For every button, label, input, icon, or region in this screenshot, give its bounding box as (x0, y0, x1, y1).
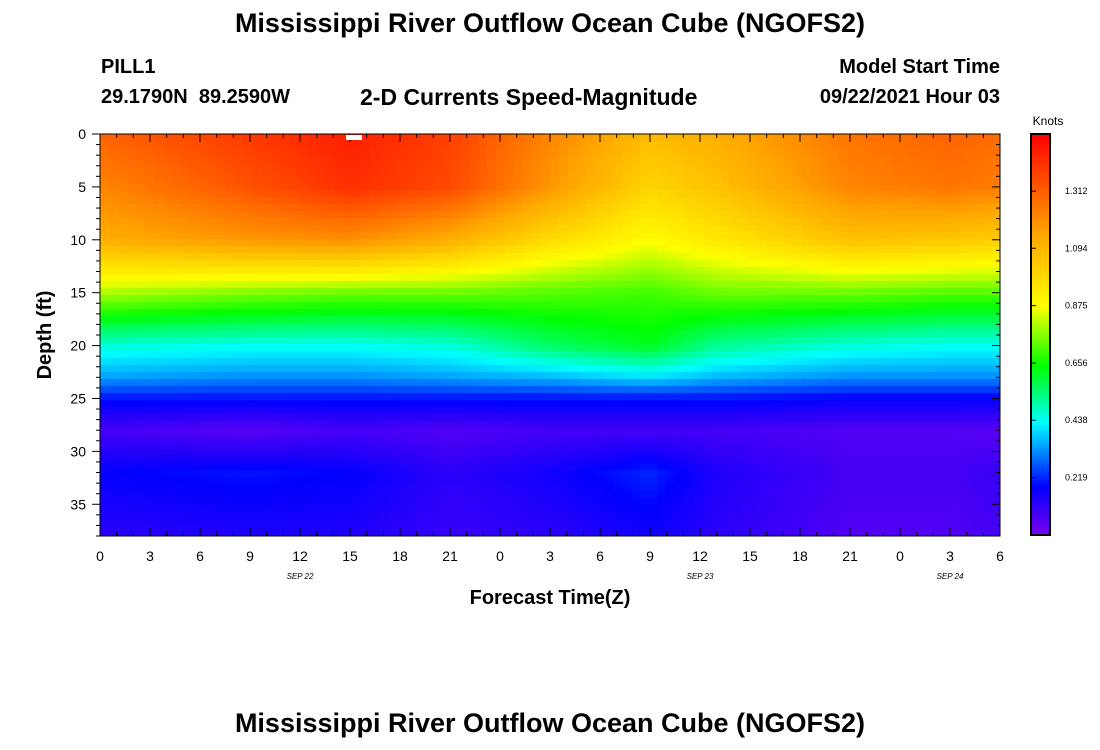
x-tick-label: 3 (946, 548, 954, 564)
x-tick-label: 6 (196, 548, 204, 564)
colorbar-gradient (1030, 133, 1051, 536)
y-tick-label: 5 (78, 179, 86, 195)
x-tick-label: 3 (546, 548, 554, 564)
colorbar-tick-label: 0.875 (1065, 301, 1088, 311)
colorbar-tick-label: 0.438 (1065, 415, 1088, 425)
colorbar-tick-label: 1.312 (1065, 186, 1088, 196)
x-tick-label: 0 (896, 548, 904, 564)
footer-title: Mississippi River Outflow Ocean Cube (NG… (234, 708, 866, 738)
y-tick-label: 0 (78, 126, 86, 142)
colorbar-tick-label: 0.656 (1065, 358, 1088, 368)
y-tick-label: 30 (70, 443, 86, 459)
heatmap-field (100, 134, 1000, 536)
y-tick-label: 25 (70, 390, 86, 406)
x-tick-label: 12 (292, 548, 308, 564)
y-axis: 0 5 10 15 20 25 30 35 (70, 126, 1000, 537)
station-coordinates: 29.1790N 89.2590W (101, 86, 291, 108)
y-tick-label: 35 (70, 496, 86, 512)
model-start-value: 09/22/2021 Hour 03 (819, 86, 1000, 108)
colorbar-tick-label: 0.219 (1065, 473, 1088, 483)
y-tick-label: 15 (70, 285, 86, 301)
plot-subtitle: 2-D Currents Speed-Magnitude (360, 84, 698, 110)
colorbar-tick-label: 1.094 (1065, 243, 1088, 253)
x-tick-label: 6 (596, 548, 604, 564)
model-start-label: Model Start Time (839, 56, 1000, 78)
y-tick-label: 20 (70, 338, 86, 354)
station-id: PILL1 (101, 56, 156, 78)
x-tick-label: 15 (342, 548, 358, 564)
x-tick-label: 3 (146, 548, 154, 564)
y-axis-label: Depth (ft) (34, 291, 56, 380)
surface-marker (346, 135, 362, 140)
x-axis: 0 3 6 9 12 15 18 21 0 3 6 9 12 15 18 21 0 3 6 SEP 22 SEP 23 S… (96, 134, 1004, 581)
date-label: SEP 24 (937, 572, 964, 581)
x-tick-label: 9 (646, 548, 654, 564)
date-label: SEP 22 (287, 572, 314, 581)
x-tick-label: 21 (442, 548, 458, 564)
x-tick-label: 12 (692, 548, 708, 564)
x-tick-label: 15 (742, 548, 758, 564)
x-tick-label: 0 (496, 548, 504, 564)
x-tick-label: 9 (246, 548, 254, 564)
x-tick-label: 18 (392, 548, 408, 564)
page-title: Mississippi River Outflow Ocean Cube (NG… (234, 8, 866, 38)
x-axis-label: Forecast Time(Z) (470, 587, 631, 609)
x-tick-label: 18 (792, 548, 808, 564)
plot-frame (99, 133, 1001, 537)
date-label: SEP 23 (687, 572, 714, 581)
x-tick-label: 0 (96, 548, 104, 564)
y-tick-label: 10 (70, 232, 86, 248)
x-tick-label: 21 (842, 548, 858, 564)
colorbar: Knots 0.219 0.438 0.656 0.875 1.094 1.312 (1030, 114, 1088, 536)
colorbar-label: Knots (1033, 114, 1064, 128)
x-tick-label: 6 (996, 548, 1004, 564)
